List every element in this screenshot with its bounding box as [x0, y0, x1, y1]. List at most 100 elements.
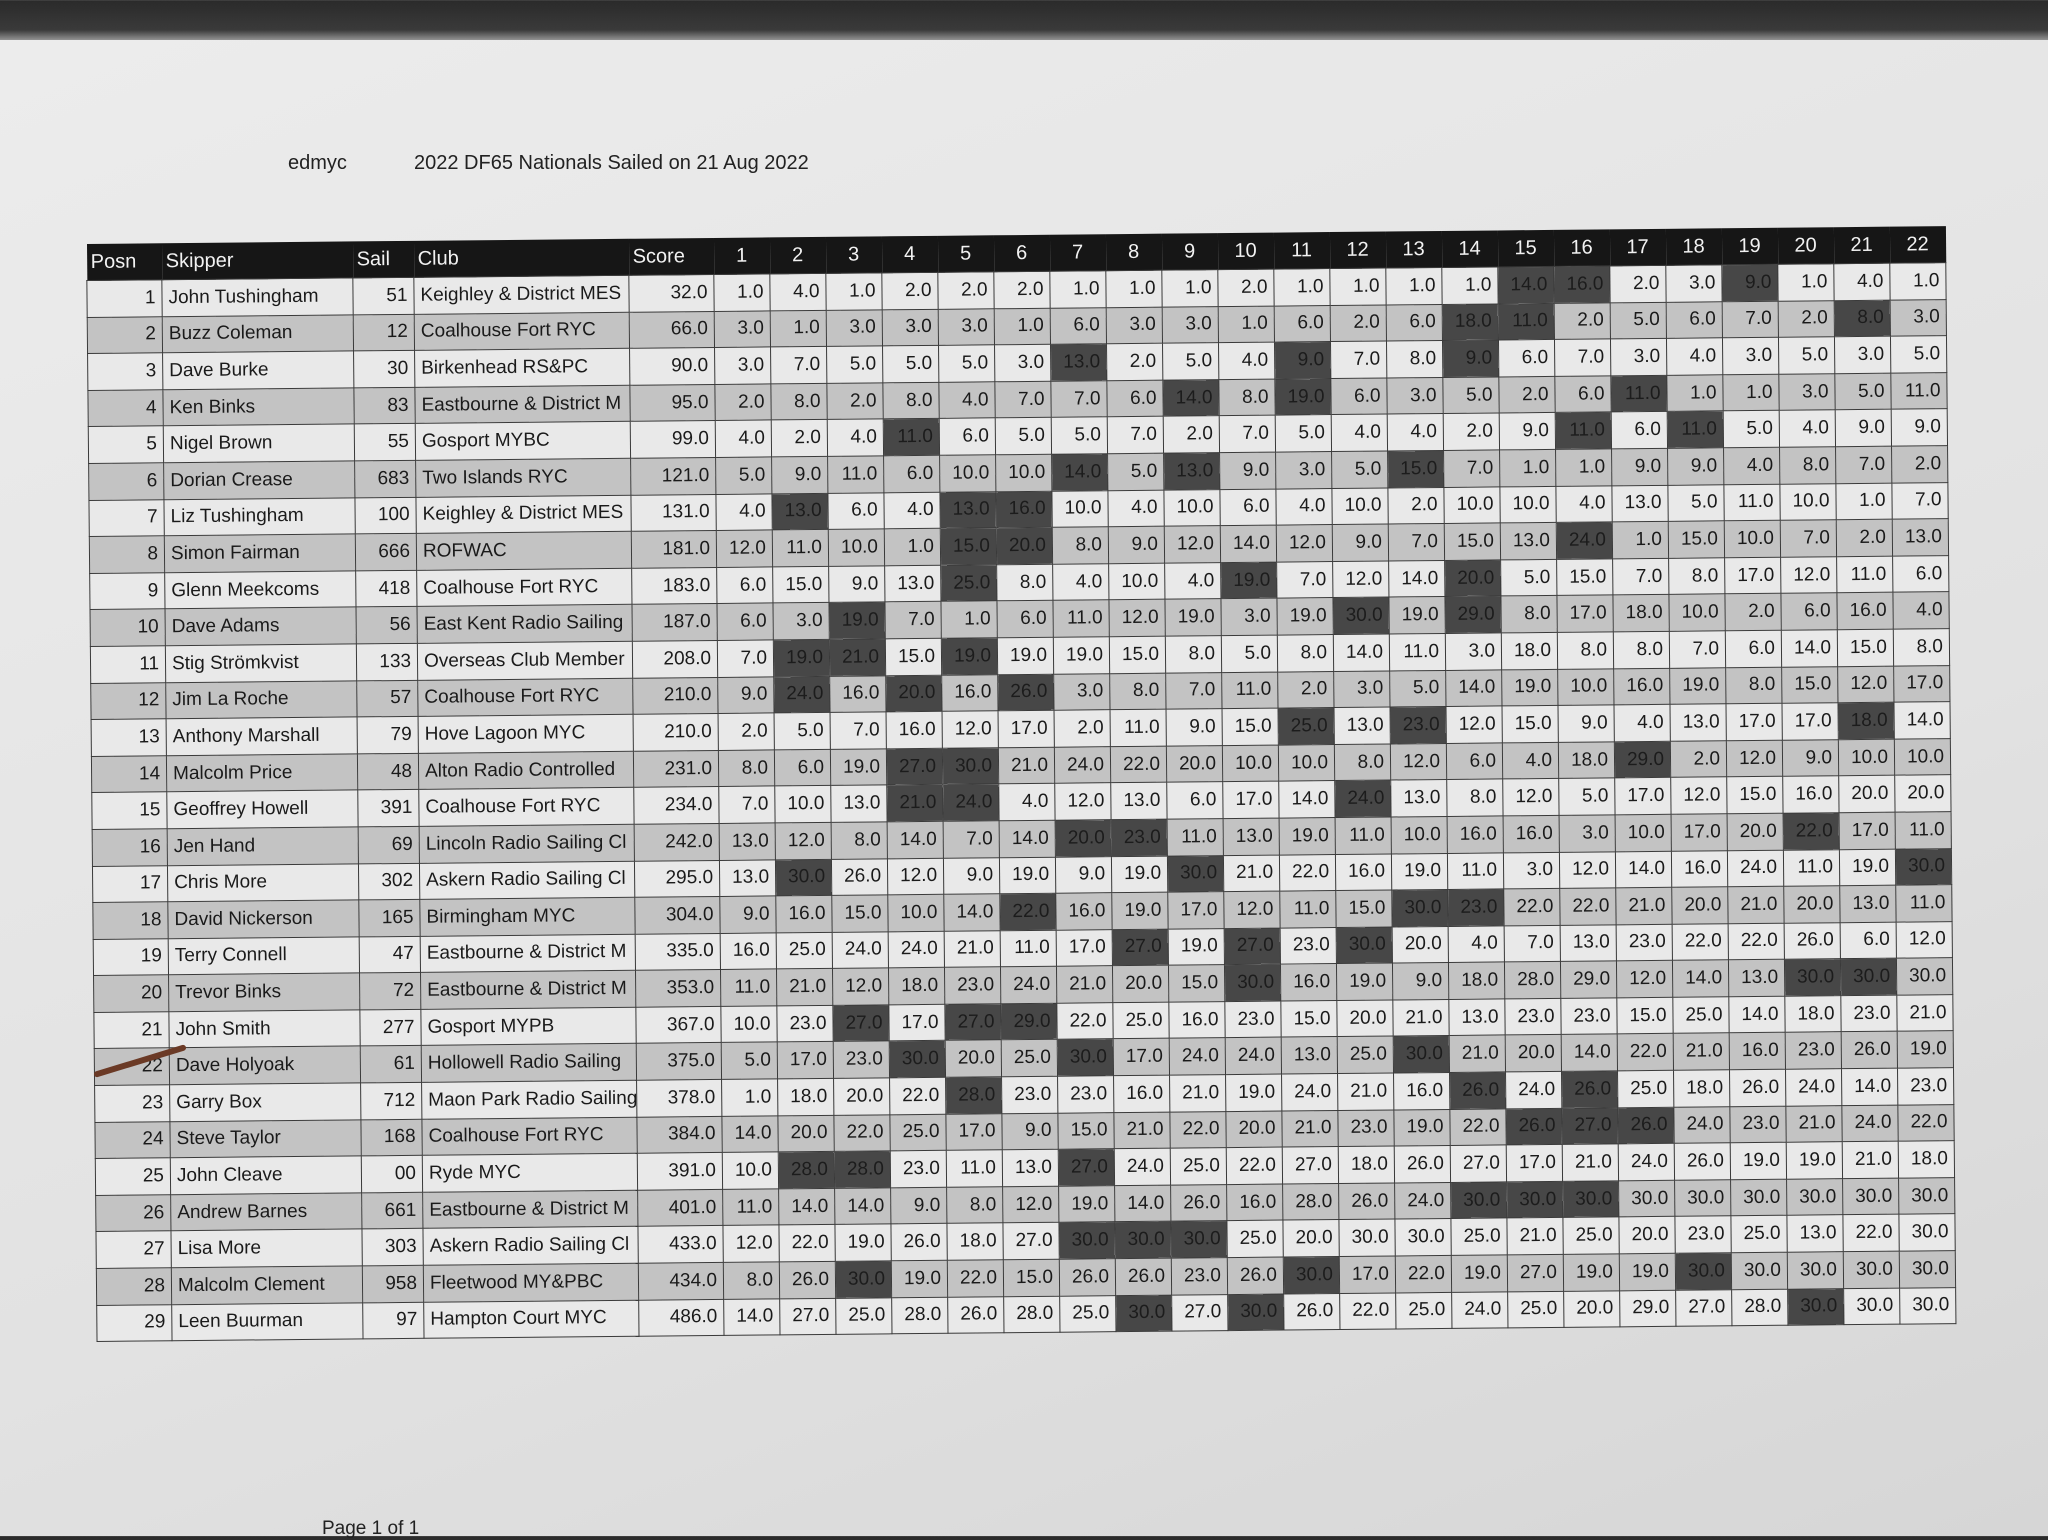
race-score: 20.0 [1166, 745, 1223, 783]
skipper-cell: Glenn Meekcoms [164, 570, 356, 610]
race-score: 3.0 [714, 347, 771, 385]
club-cell: Eastbourne & District M [422, 1190, 638, 1229]
sail-cell: 47 [359, 936, 421, 974]
race-score: 30.0 [1338, 1219, 1396, 1257]
header-race-6: 6 [993, 234, 1050, 272]
race-score: 8.0 [770, 383, 828, 421]
race-score-discarded: 30.0 [1115, 1294, 1172, 1332]
race-score: 8.0 [1779, 446, 1836, 484]
posn-cell: 8 [89, 535, 165, 574]
race-score: 11.0 [1836, 555, 1893, 594]
race-score: 17.0 [1893, 665, 1950, 703]
race-score: 10.0 [1443, 486, 1501, 524]
race-score: 13.0 [1892, 518, 1949, 556]
race-score: 12.0 [832, 968, 889, 1006]
race-score: 14.0 [1220, 525, 1277, 563]
race-score-discarded: 9.0 [1274, 341, 1331, 379]
race-score-discarded: 11.0 [1498, 303, 1555, 341]
header-race-3: 3 [825, 236, 882, 274]
race-score: 9.0 [1891, 409, 1948, 447]
skipper-cell: Geoffrey Howell [166, 790, 359, 829]
race-score: 11.0 [1052, 600, 1110, 638]
race-score: 25.0 [1450, 1218, 1508, 1256]
race-score: 26.0 [1227, 1257, 1284, 1295]
race-score: 18.0 [1501, 632, 1558, 670]
race-score: 12.0 [1502, 778, 1560, 816]
header-club: Club [413, 238, 629, 278]
race-score: 17.0 [1339, 1256, 1396, 1294]
race-score: 19.0 [1786, 1141, 1843, 1180]
race-score: 15.0 [1280, 1000, 1338, 1038]
race-score: 14.0 [1615, 850, 1672, 888]
race-score: 19.0 [1897, 1031, 1954, 1069]
race-score: 9.0 [1332, 524, 1389, 562]
club-cell: Ryde MYC [422, 1153, 638, 1193]
race-score: 7.0 [1107, 416, 1164, 454]
header-race-12: 12 [1329, 231, 1386, 269]
race-score: 6.0 [1050, 307, 1107, 345]
results-table: Posn Skipper Sail Club Score 1 2 3 4 5 6 7 8 9 10… [86, 226, 1956, 1342]
race-score: 19.0 [830, 748, 887, 786]
race-score: 5.0 [1162, 342, 1219, 380]
race-score-discarded: 13.0 [1050, 343, 1107, 382]
race-score-discarded: 8.0 [1834, 299, 1891, 337]
race-score: 9.0 [1166, 708, 1223, 746]
race-score: 5.0 [1723, 410, 1780, 448]
race-score: 30.0 [1898, 1177, 1955, 1215]
race-score-discarded: 27.0 [944, 1003, 1002, 1041]
race-score: 7.0 [1219, 415, 1276, 453]
race-score: 8.0 [1334, 743, 1391, 781]
race-score: 9.0 [771, 456, 828, 494]
race-score: 27.0 [1002, 1222, 1060, 1260]
race-score: 30.0 [1730, 1179, 1787, 1217]
race-score-discarded: 30.0 [1675, 1252, 1732, 1290]
skipper-cell: Malcolm Clement [171, 1265, 363, 1305]
race-score: 4.0 [1555, 485, 1613, 523]
race-score: 16.0 [941, 674, 999, 712]
header-race-19: 19 [1721, 227, 1778, 265]
race-score-discarded: 30.0 [889, 1040, 946, 1078]
race-score-discarded: 30.0 [1336, 926, 1393, 964]
race-score: 1.0 [1666, 374, 1724, 412]
race-score-discarded: 9.0 [1721, 264, 1779, 302]
race-score: 26.0 [1338, 1182, 1395, 1220]
race-score: 21.0 [1392, 999, 1450, 1037]
score-cell: 353.0 [635, 969, 721, 1008]
race-score: 20.0 [833, 1077, 890, 1116]
race-score: 27.0 [1282, 1146, 1339, 1184]
race-score: 16.0 [1729, 1032, 1786, 1070]
sail-cell: 418 [355, 570, 417, 608]
posn-cell: 3 [87, 352, 163, 391]
race-score: 23.0 [1840, 995, 1898, 1033]
score-cell: 242.0 [634, 823, 720, 861]
race-score: 13.0 [1281, 1036, 1338, 1075]
race-score: 11.0 [1389, 633, 1446, 671]
race-score: 18.0 [1784, 995, 1842, 1033]
race-score: 2.0 [1106, 343, 1163, 381]
race-score: 25.0 [1001, 1039, 1058, 1077]
race-score: 23.0 [944, 967, 1001, 1005]
race-score: 17.0 [1839, 812, 1896, 850]
race-score: 22.0 [1226, 1147, 1283, 1185]
race-score: 15.0 [1502, 705, 1559, 743]
race-score: 3.0 [826, 309, 883, 347]
skipper-cell: Chris More [167, 863, 359, 902]
race-score-discarded: 14.0 [1051, 453, 1108, 491]
race-score-discarded: 30.0 [835, 1260, 892, 1298]
skipper-cell: Nigel Brown [163, 424, 355, 463]
sail-cell: 69 [358, 826, 420, 864]
race-score: 21.0 [998, 746, 1055, 785]
skipper-cell: Garry Box [169, 1082, 361, 1122]
race-score: 10.0 [887, 894, 945, 932]
header-race-21: 21 [1833, 226, 1890, 264]
race-score: 26.0 [1059, 1258, 1116, 1296]
race-score: 6.0 [1274, 305, 1331, 343]
race-score: 13.0 [719, 822, 776, 860]
race-score: 29.0 [1560, 961, 1617, 999]
race-score: 4.0 [1723, 447, 1780, 485]
race-score: 2.0 [881, 272, 939, 310]
score-cell: 335.0 [635, 933, 721, 971]
race-score-discarded: 27.0 [1058, 1148, 1115, 1187]
race-score: 23.0 [1560, 997, 1618, 1035]
race-score: 16.0 [1613, 667, 1670, 705]
